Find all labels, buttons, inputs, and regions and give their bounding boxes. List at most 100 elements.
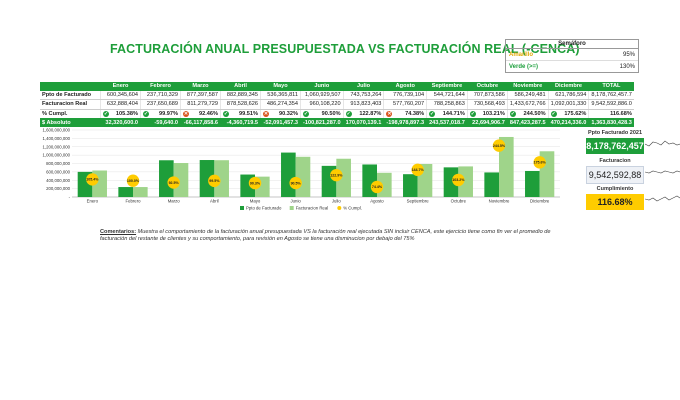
x-tick-label: Octubre — [451, 199, 467, 204]
table-cell-value: 74.38% — [405, 110, 425, 117]
y-tick-label: - — [69, 195, 71, 200]
table-cell-value: -100,821,287.0 — [303, 119, 341, 126]
table-cell-value: 707,873,586 — [473, 91, 505, 98]
table-cell: 811,279,729 — [180, 99, 221, 110]
table-cell-value: 632,888,404 — [106, 101, 138, 108]
semaforo-label: Amarillo — [509, 51, 534, 58]
table-cell-value: 244.50% — [523, 110, 546, 117]
table-cell: ✕ 92.46% — [180, 109, 221, 118]
table-cell-value: 960,108,220 — [309, 101, 341, 108]
table-cell-value: 730,568,493 — [473, 101, 505, 108]
table-cell: -198,978,897.3 — [383, 118, 427, 127]
table-header-month: Febrero — [140, 82, 181, 91]
table-cell: 544,721,644 — [426, 90, 468, 100]
bar-real — [499, 136, 514, 197]
kpi-ppto: Ppto Facturado 2021 8,178,762,457 — [586, 130, 644, 154]
table-cell-value: -198,978,897.3 — [386, 119, 425, 126]
table-cell: 1,433,672,766 — [506, 99, 549, 110]
table-cell: 8,178,762,457.7 — [588, 90, 634, 100]
bar-ppto — [484, 172, 499, 197]
cross-icon: ✕ — [386, 110, 393, 117]
table-cell-value: 847,423,287.5 — [509, 119, 546, 126]
x-tick-label: Julio — [332, 199, 341, 204]
table-cell: ✓ 244.50% — [506, 109, 549, 118]
pct-marker — [411, 163, 424, 177]
pct-label: 92.5% — [169, 181, 180, 185]
table-cell: 22,694,906.7 — [466, 118, 508, 127]
x-tick-label: Abril — [210, 199, 219, 204]
table-cell-value: 1,433,672,766 — [509, 101, 546, 108]
y-tick-label: 1,200,000,000 — [43, 144, 71, 149]
legend-label: Ppto de Facturado — [246, 206, 282, 211]
bar-ppto — [443, 167, 459, 197]
y-tick-label: 400,000,000 — [46, 178, 71, 183]
x-tick-label: Junio — [291, 199, 302, 204]
table-cell: 470,214,336.0 — [547, 118, 589, 127]
table-cell-value: 105.38% — [115, 110, 138, 117]
table-cell-value: 90.50% — [321, 110, 341, 117]
bar-real — [336, 158, 351, 197]
table-cell: ✓ 90.50% — [300, 109, 344, 118]
table-header-month: Septiembre — [426, 82, 468, 91]
table-cell: 882,889,345 — [220, 90, 261, 100]
table-cell-value: 743,753,264 — [350, 91, 382, 98]
table-cell-value: 913,823,403 — [350, 101, 382, 108]
bar-real — [173, 163, 189, 197]
semaforo-label: Verde (>=) — [509, 63, 539, 70]
table-cell: -4,360,719.5 — [220, 118, 261, 127]
x-tick-label: Diciembre — [530, 199, 550, 204]
check-icon: ✓ — [103, 110, 109, 117]
y-tick-label: 600,000,000 — [46, 169, 71, 174]
table-cell-value: 144.71% — [442, 110, 465, 117]
table-cell: 632,888,404 — [100, 99, 141, 110]
table-cell-value: -52,091,457.3 — [263, 119, 298, 126]
table-cell: 600,345,604 — [100, 90, 141, 100]
kpi-ppto-label: Ppto Facturado 2021 — [587, 130, 643, 136]
table-cell: -52,091,457.3 — [260, 118, 301, 127]
y-tick-label: 800,000,000 — [46, 161, 71, 166]
table-cell-value: 9,542,592,886.0 — [591, 101, 632, 108]
check-icon: ✓ — [345, 110, 352, 117]
pct-label: 105.4% — [86, 178, 99, 182]
table-header-month: TOTAL — [588, 82, 634, 91]
kpi-facturacion-value: 9,542,592,88 — [586, 166, 644, 184]
bar-ppto — [281, 152, 296, 197]
table-header-month: Julio — [343, 82, 384, 91]
table-header-month: Noviembre — [507, 82, 549, 91]
pct-marker — [126, 174, 140, 187]
table-cell-value: 577,760,207 — [392, 101, 425, 108]
table-cell: 1,363,830,428.3 — [588, 118, 634, 127]
check-icon: ✓ — [550, 110, 557, 117]
table-cell: 621,786,594 — [547, 90, 589, 100]
table-cell-value: -66,117,858.6 — [183, 119, 218, 126]
table-cell: 730,568,493 — [466, 99, 508, 110]
pct-marker — [167, 176, 180, 189]
table-cell: 243,537,018.7 — [426, 118, 468, 127]
table-cell: 170,070,139.1 — [342, 118, 384, 127]
semaforo-value: 130% — [619, 63, 635, 70]
table-cell: 913,823,403 — [342, 99, 384, 110]
table-cell-value: 175.62% — [564, 110, 587, 117]
bar-real — [458, 166, 473, 197]
kpi-cumplimiento-value: 116.68% — [586, 194, 644, 210]
table-cell-value: 237,650,689 — [146, 101, 178, 108]
table-cell: ✓ 105.38% — [100, 109, 141, 118]
x-tick-label: Septiembre — [407, 199, 430, 204]
table-header-month: Agosto — [383, 82, 427, 91]
chart-svg: 1,600,000,000 1,400,000,000 1,200,000,000 1… — [43, 128, 560, 211]
kpi-cumplimiento: Cumplimiento 116.68% — [586, 186, 644, 210]
legend-label: % Cumpl. — [343, 206, 362, 211]
pct-label: 90.5% — [291, 181, 302, 185]
comments-label: Comentarios: — [100, 229, 137, 235]
table-cell-value: 103.21% — [482, 110, 505, 117]
bar-real — [133, 187, 148, 197]
table-cell-value: 586,249,481 — [514, 91, 546, 98]
bar-ppto — [403, 174, 418, 197]
table-cell-value: -4,360,719.5 — [226, 119, 258, 126]
check-icon: ✓ — [429, 110, 436, 117]
pct-marker — [86, 173, 99, 186]
table-cell-value: 882,889,345 — [226, 91, 258, 98]
table-cell-value: 99.97% — [159, 110, 178, 117]
check-icon: ✓ — [143, 110, 149, 117]
table-cell-value: 600,345,604 — [106, 91, 138, 98]
